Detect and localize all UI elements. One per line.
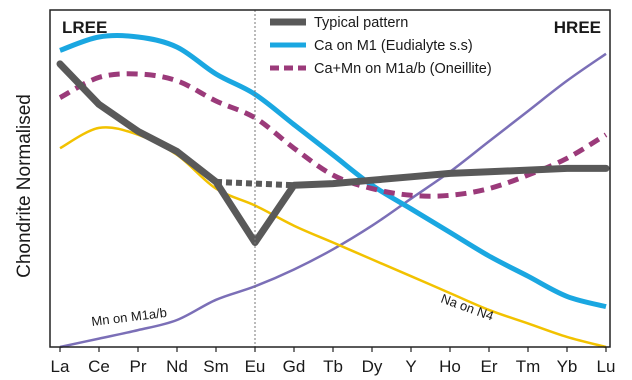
x-tick-label-la: La	[51, 357, 70, 376]
x-tick-label-nd: Nd	[166, 357, 188, 376]
annotation-na: Na on N4	[439, 291, 496, 324]
legend-label-camn: Ca+Mn on M1a/b (Oneillite)	[314, 61, 492, 77]
hree-label: HREE	[554, 18, 601, 37]
x-tick-label-y: Y	[405, 357, 416, 376]
legend-label-typical: Typical pattern	[314, 15, 408, 31]
x-tick-label-pr: Pr	[130, 357, 147, 376]
legend-label-ca: Ca on M1 (Eudialyte s.s)	[314, 38, 473, 54]
x-tick-label-tm: Tm	[516, 357, 541, 376]
x-tick-label-tb: Tb	[323, 357, 343, 376]
series-line-ca	[59, 33, 607, 310]
y-axis-label: Chondrite Normalised	[14, 94, 35, 278]
series-line-mn	[59, 52, 607, 349]
x-tick-label-gd: Gd	[283, 357, 306, 376]
legend: Typical pattern Ca on M1 (Eudialyte s.s) C…	[270, 15, 492, 77]
x-axis-tick-labels: La Ce Pr Nd Sm Eu Gd Tb Dy Y Ho Er Tm Yb Lu	[51, 357, 616, 376]
plot-frame	[49, 9, 611, 348]
series-line-typical	[56, 60, 610, 246]
lree-label: LREE	[62, 18, 107, 37]
x-tick-label-er: Er	[481, 357, 498, 376]
series-line-camn	[58, 71, 608, 199]
x-axis-ticks	[59, 347, 607, 352]
x-tick-label-eu: Eu	[245, 357, 266, 376]
x-tick-label-ho: Ho	[439, 357, 461, 376]
plot-series	[56, 33, 610, 349]
x-tick-label-lu: Lu	[597, 357, 616, 376]
x-tick-label-yb: Yb	[557, 357, 578, 376]
x-tick-label-sm: Sm	[203, 357, 229, 376]
x-tick-label-dy: Dy	[362, 357, 383, 376]
series-line-typical-gap	[215, 178, 295, 189]
x-tick-label-ce: Ce	[88, 357, 110, 376]
